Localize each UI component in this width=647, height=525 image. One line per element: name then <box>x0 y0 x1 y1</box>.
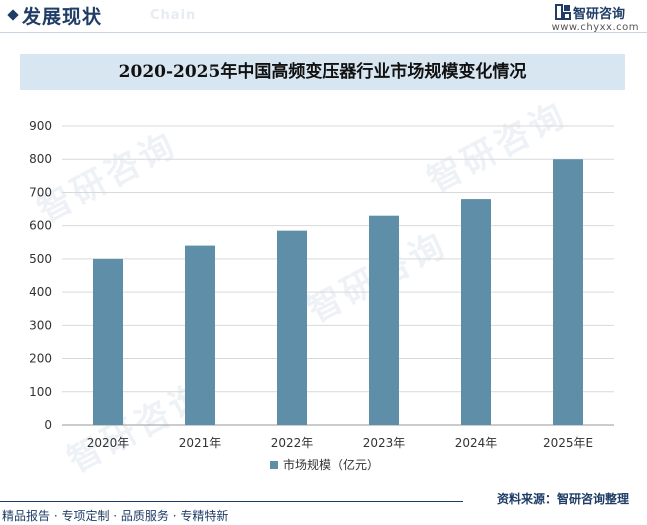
x-tick-label: 2021年 <box>179 436 222 450</box>
bar-6 <box>553 159 583 425</box>
section-subtitle: Chain <box>150 8 197 23</box>
bar-3 <box>277 230 307 425</box>
brand-url: www.chyxx.com <box>551 22 639 33</box>
header-divider <box>0 32 647 33</box>
bar-2 <box>185 245 215 425</box>
brand-name: 智研咨询 <box>572 7 625 22</box>
y-tick-label: 800 <box>29 152 52 166</box>
y-tick-label: 500 <box>29 252 52 266</box>
y-tick-label: 600 <box>29 219 52 233</box>
y-tick-label: 700 <box>29 185 52 199</box>
footer-divider <box>0 501 463 502</box>
y-tick-label: 0 <box>44 418 52 432</box>
diamond-icon <box>7 9 19 21</box>
brand-logo: 智研咨询 <box>554 3 625 22</box>
legend-swatch <box>270 461 278 469</box>
chart-title: 2020-2025年中国高频变压器行业市场规模变化情况 <box>118 62 527 82</box>
x-tick-label: 2020年 <box>87 436 130 450</box>
y-tick-label: 300 <box>29 318 52 332</box>
brand-logo-icon <box>554 4 571 20</box>
y-tick-label: 900 <box>29 119 52 133</box>
y-tick-label: 400 <box>29 285 52 299</box>
bar-1 <box>93 258 123 425</box>
bar-4 <box>369 215 399 425</box>
section-header: 发展现状 Chain 智研咨询 www.chyxx.com <box>0 0 647 34</box>
y-tick-label: 200 <box>29 352 52 366</box>
x-tick-label: 2022年 <box>271 436 314 450</box>
bar-chart: 0 100 200 300 400 500 600 700 800 900 2020年 2021年 20… <box>29 119 614 472</box>
x-tick-label: 2023年 <box>363 436 406 450</box>
chart-title-band: 2020-2025年中国高频变压器行业市场规模变化情况 <box>20 54 625 90</box>
source-note: 资料来源：智研咨询整理 <box>496 492 629 506</box>
section-title: 发展现状 <box>22 6 103 28</box>
y-tick-label: 100 <box>29 385 52 399</box>
legend-label: 市场规模（亿元） <box>283 457 379 472</box>
x-tick-label: 2024年 <box>455 436 498 450</box>
x-tick-label: 2025年E <box>543 436 593 450</box>
footer-tagline: 精品报告 · 专项定制 · 品质服务 · 专精特新 <box>2 509 229 523</box>
bar-5 <box>461 199 491 425</box>
